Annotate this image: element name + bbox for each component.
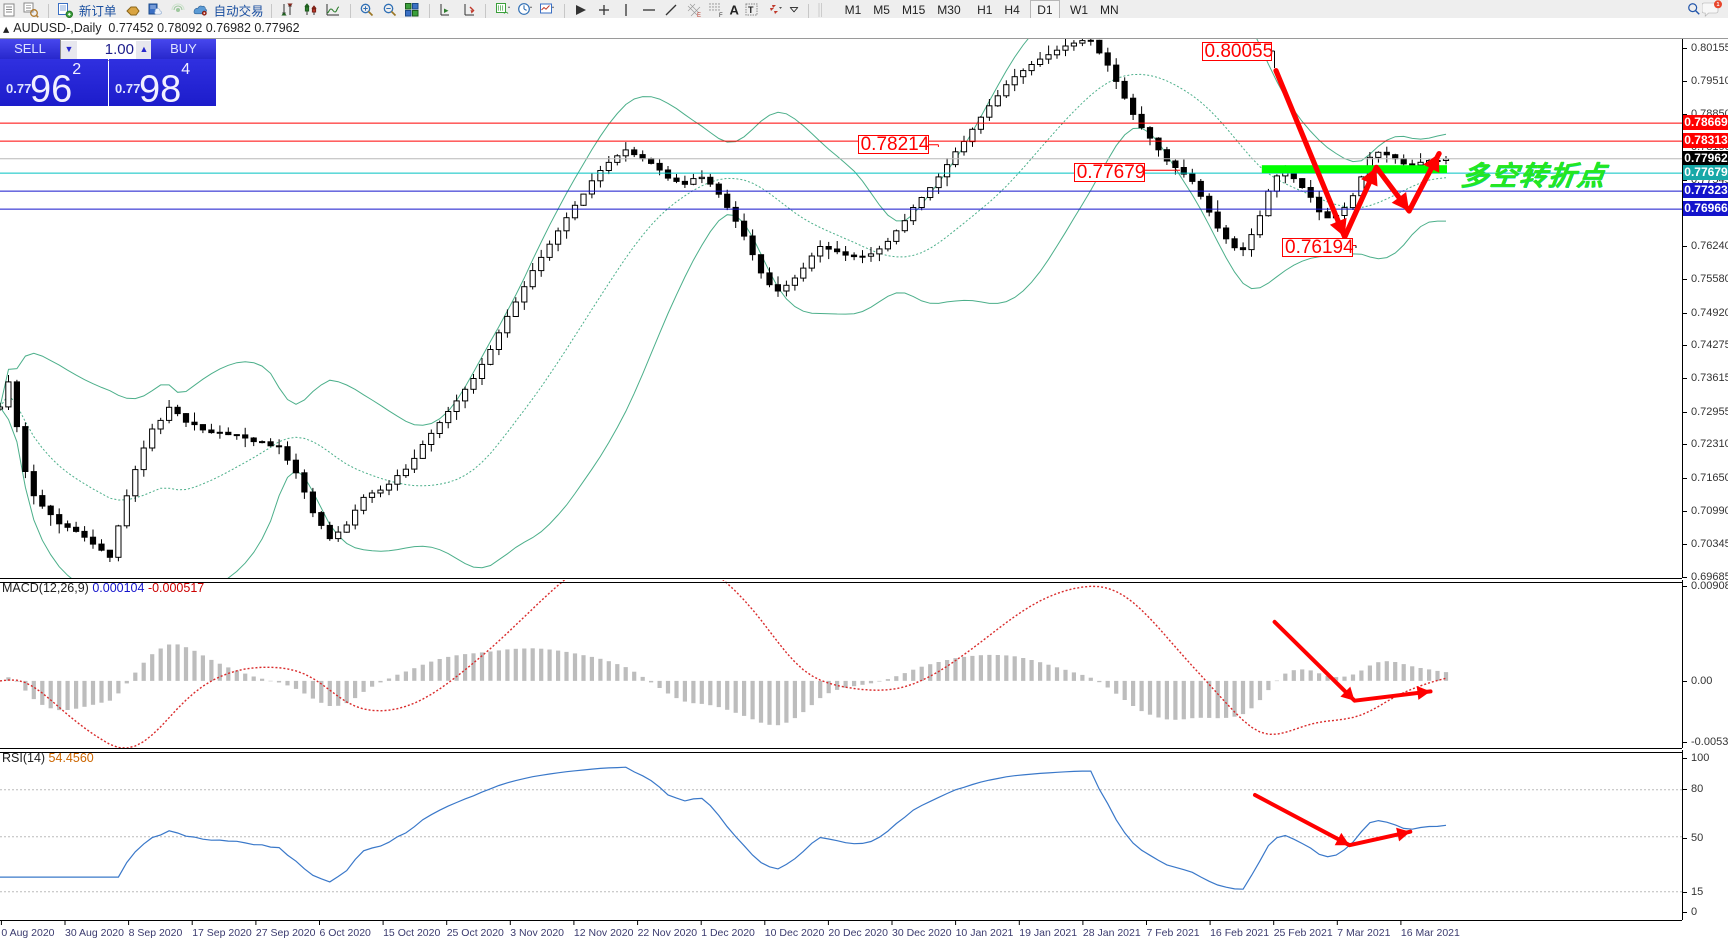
svg-text:1: 1 bbox=[1717, 2, 1720, 8]
svg-text:T: T bbox=[748, 5, 754, 15]
